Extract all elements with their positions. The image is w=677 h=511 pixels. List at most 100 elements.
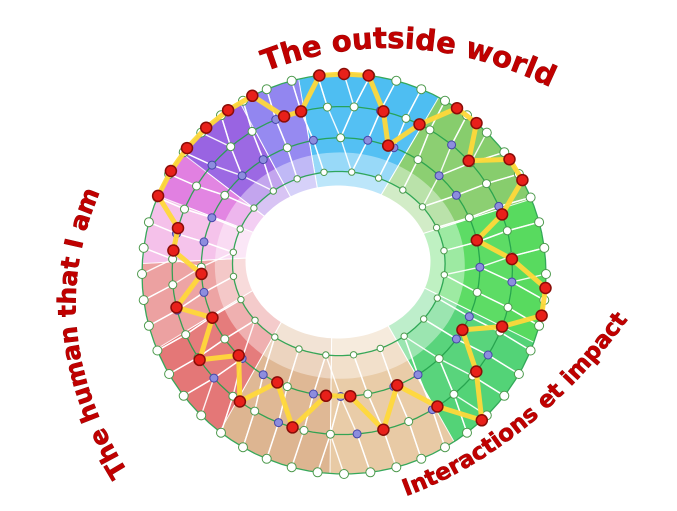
node-white: [168, 280, 178, 290]
node-red: [233, 395, 247, 408]
node-white: [432, 223, 441, 232]
mesh-line: [498, 196, 531, 208]
mesh-line: [431, 409, 446, 448]
mesh-line: [230, 146, 243, 176]
node-white: [192, 181, 201, 191]
mesh-line: [444, 266, 481, 276]
mesh-line: [316, 433, 332, 473]
label-human-text: The human that I am: [52, 183, 133, 484]
node-white: [513, 369, 524, 379]
mesh-line: [339, 106, 355, 139]
sector-outer-band-pink-light: [142, 195, 185, 264]
node-white: [503, 302, 513, 312]
node-white: [269, 187, 277, 195]
donut-diagram: [137, 67, 552, 479]
mesh-line: [262, 336, 276, 375]
mesh-line: [196, 185, 225, 196]
node-white: [299, 425, 309, 435]
node-white: [238, 442, 248, 453]
node-white: [349, 351, 358, 359]
mesh-line: [220, 115, 232, 147]
mesh-line: [183, 377, 215, 397]
node-white: [363, 389, 373, 399]
node-red: [362, 69, 375, 82]
mesh-line: [242, 410, 256, 448]
node-red: [539, 281, 552, 295]
node-white: [376, 344, 384, 353]
node-red: [193, 353, 206, 367]
node-white: [138, 242, 149, 253]
mesh-line: [352, 354, 369, 395]
node-white: [250, 406, 260, 416]
node-white: [138, 295, 149, 306]
mesh-line: [211, 217, 241, 230]
node-white: [282, 382, 292, 392]
node-red: [170, 301, 183, 314]
node-red: [199, 121, 213, 134]
mesh-line: [339, 137, 353, 173]
node-purple: [447, 140, 457, 150]
mesh-line: [403, 335, 419, 375]
mesh-line: [405, 88, 422, 119]
node-red: [390, 379, 404, 392]
mesh-line: [220, 395, 234, 433]
node-white: [236, 225, 244, 233]
mesh-line: [367, 110, 382, 141]
mesh-line: [438, 144, 453, 176]
mesh-line: [476, 291, 509, 309]
node-purple: [274, 418, 283, 428]
mesh-line: [339, 396, 358, 435]
node-white: [401, 113, 411, 123]
node-red: [206, 311, 219, 324]
node-red: [167, 244, 180, 257]
mesh-line: [438, 358, 455, 395]
mesh-line: [511, 273, 547, 283]
node-red: [475, 414, 489, 427]
node-red: [381, 139, 395, 152]
node-white: [247, 126, 257, 136]
node-red: [462, 154, 475, 168]
node-red: [180, 141, 194, 155]
node-red: [431, 400, 444, 413]
node-red: [221, 103, 235, 117]
node-white: [322, 351, 330, 359]
node-red: [313, 69, 326, 82]
mesh-line: [436, 217, 470, 229]
mesh-line: [251, 131, 264, 160]
mesh-line: [423, 318, 457, 340]
node-white: [181, 330, 191, 340]
node-purple: [451, 190, 461, 200]
mesh-line: [486, 173, 520, 185]
node-white: [293, 175, 301, 183]
node-purple: [207, 213, 217, 223]
mesh-line: [499, 331, 531, 352]
node-white: [220, 190, 230, 200]
mesh-line: [422, 194, 457, 208]
node-white: [320, 168, 328, 177]
mesh-line: [157, 334, 187, 352]
mesh-line: [377, 147, 395, 179]
node-white: [434, 354, 444, 364]
node-purple: [258, 370, 268, 380]
node-white: [365, 467, 376, 478]
mesh-line: [329, 396, 342, 435]
mesh-line: [141, 258, 173, 275]
node-red: [271, 376, 284, 389]
node-red: [319, 389, 333, 403]
node-white: [143, 320, 154, 331]
mesh-line: [511, 247, 545, 257]
mesh-line: [402, 159, 419, 191]
node-white: [525, 345, 536, 356]
node-red: [495, 208, 509, 221]
node-white: [418, 203, 427, 211]
sector-outer-band-tan-dark: [219, 400, 331, 474]
mesh-line: [438, 357, 473, 377]
node-purple: [308, 135, 318, 145]
node-purple: [413, 370, 423, 380]
mesh-line: [403, 335, 440, 360]
node-white: [525, 192, 536, 203]
mesh-line: [266, 422, 280, 459]
node-red: [516, 173, 529, 187]
